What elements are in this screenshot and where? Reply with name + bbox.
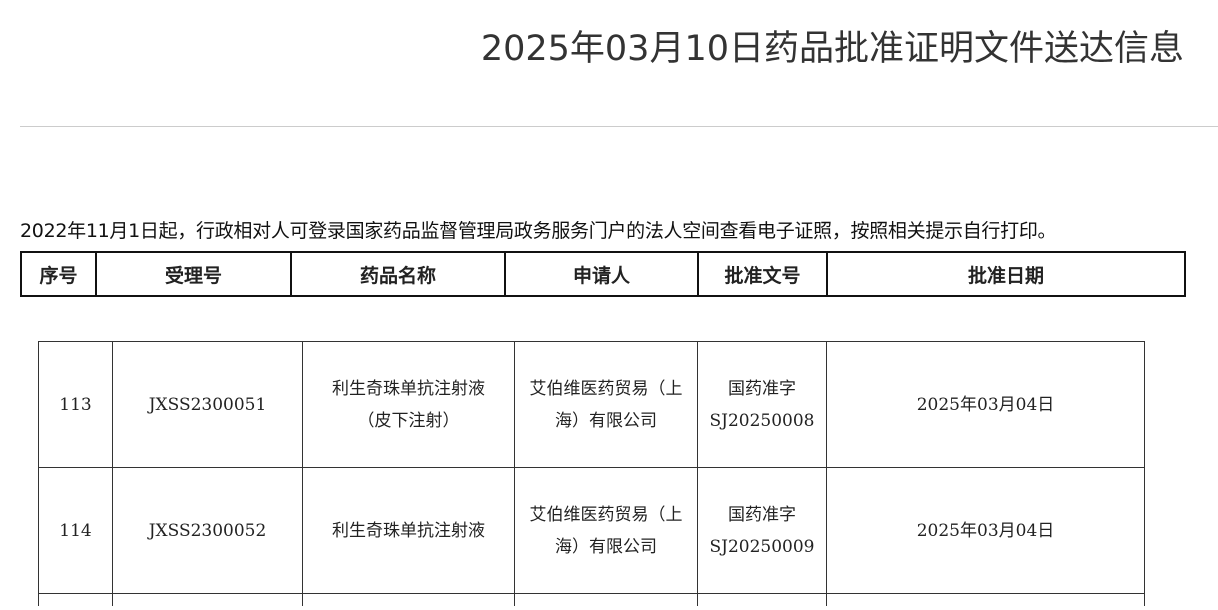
header-accept-no: 受理号 xyxy=(95,251,292,297)
table-row: 113 JXSS2300051 利生奇珠单抗注射液（皮下注射） 艾伯维医药贸易（… xyxy=(38,341,1145,468)
page-title: 2025年03月10日药品批准证明文件送达信息 xyxy=(480,29,1184,69)
header-table: 序号 受理号 药品名称 申请人 批准文号 批准日期 xyxy=(20,251,1186,297)
cell-no: 113 xyxy=(38,341,113,468)
data-table: 113 JXSS2300051 利生奇珠单抗注射液（皮下注射） 艾伯维医药贸易（… xyxy=(38,341,1145,606)
header-applicant: 申请人 xyxy=(504,251,699,297)
approval-code: SJ20250009 xyxy=(709,536,815,557)
cell-date: 2025年03月04日 xyxy=(826,467,1145,594)
cell-approval-no: 国药准字 SJ20250009 xyxy=(697,467,827,594)
cell-no: 114 xyxy=(38,467,113,594)
cell-applicant: 艾伯维医药贸易（上海）有限公司 xyxy=(514,341,698,468)
approval-prefix: 国药准字 xyxy=(728,504,796,525)
header-approval-no: 批准文号 xyxy=(697,251,828,297)
table-row-partial xyxy=(38,593,1145,606)
cell-accept-no: JXSS2300051 xyxy=(112,341,303,468)
header-drug-name: 药品名称 xyxy=(290,251,506,297)
header-no: 序号 xyxy=(20,251,97,297)
cell-approval-no: 国药准字 SJ20250008 xyxy=(697,341,827,468)
cell-accept-no: JXSS2300052 xyxy=(112,467,303,594)
cell-applicant: 艾伯维医药贸易（上海）有限公司 xyxy=(514,467,698,594)
approval-prefix: 国药准字 xyxy=(728,378,796,399)
table-row: 114 JXSS2300052 利生奇珠单抗注射液 艾伯维医药贸易（上海）有限公… xyxy=(38,467,1145,594)
notice-text: 2022年11月1日起，行政相对人可登录国家药品监督管理局政务服务门户的法人空间… xyxy=(20,220,1057,242)
approval-code: SJ20250008 xyxy=(709,410,815,431)
cell-date: 2025年03月04日 xyxy=(826,341,1145,468)
header-approval-date: 批准日期 xyxy=(826,251,1186,297)
cell-drug-name: 利生奇珠单抗注射液 xyxy=(302,467,515,594)
cell-drug-name: 利生奇珠单抗注射液（皮下注射） xyxy=(302,341,515,468)
divider xyxy=(20,126,1218,127)
